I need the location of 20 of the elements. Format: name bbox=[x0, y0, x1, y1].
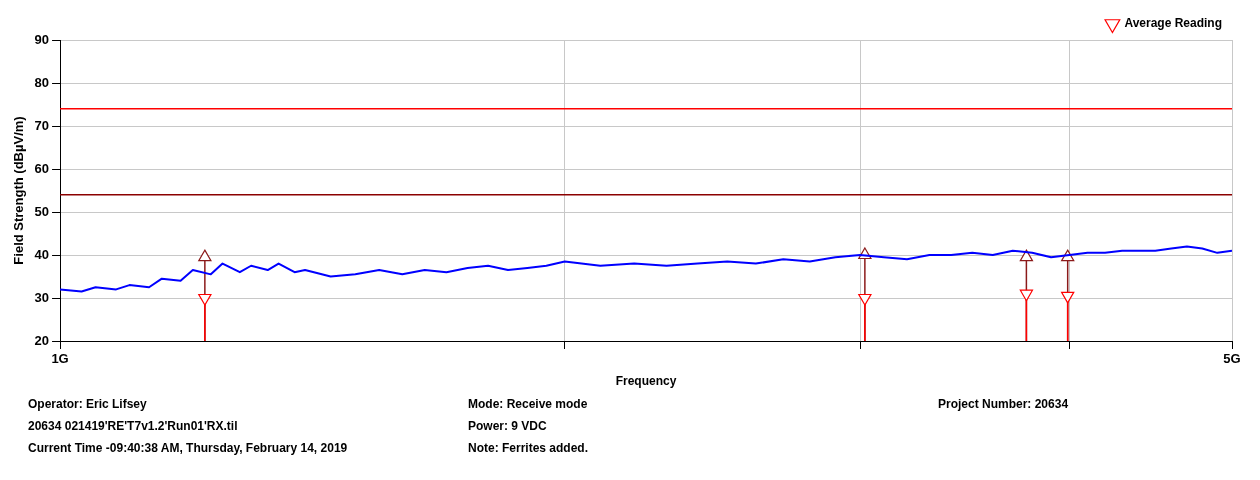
text: 20634 021419'RE'T7v1.2'Run01'RX.til bbox=[28, 419, 239, 435]
y-tick-label: 20 bbox=[34, 332, 50, 348]
y-tick-label: 70 bbox=[34, 117, 50, 133]
text: Current Time -09:40:38 AM, Thursday, February 14, 2019 bbox=[28, 441, 349, 457]
y-tick-label: 50 bbox=[34, 203, 50, 219]
y-tick-label: 40 bbox=[34, 246, 50, 262]
text: Operator: Eric Lifsey bbox=[28, 397, 148, 413]
x-tick-label: 1G bbox=[51, 351, 69, 367]
text: Note: Ferrites added. bbox=[468, 441, 590, 457]
y-tick-label: 80 bbox=[34, 74, 50, 90]
y-axis-title: Field Strength (dBµV/m) bbox=[11, 116, 27, 265]
y-tick-label: 90 bbox=[34, 31, 50, 47]
text: Project Number: 20634 bbox=[938, 397, 1070, 413]
y-tick-label: 30 bbox=[34, 289, 50, 305]
text: Power: 9 VDC bbox=[468, 419, 548, 435]
text: Mode: Receive mode bbox=[468, 397, 589, 413]
y-tick-label: 60 bbox=[34, 160, 50, 176]
x-tick-label: 5G bbox=[1223, 351, 1241, 367]
x-axis-title: Frequency bbox=[615, 374, 677, 389]
legend-label: Average Reading bbox=[1124, 16, 1223, 31]
